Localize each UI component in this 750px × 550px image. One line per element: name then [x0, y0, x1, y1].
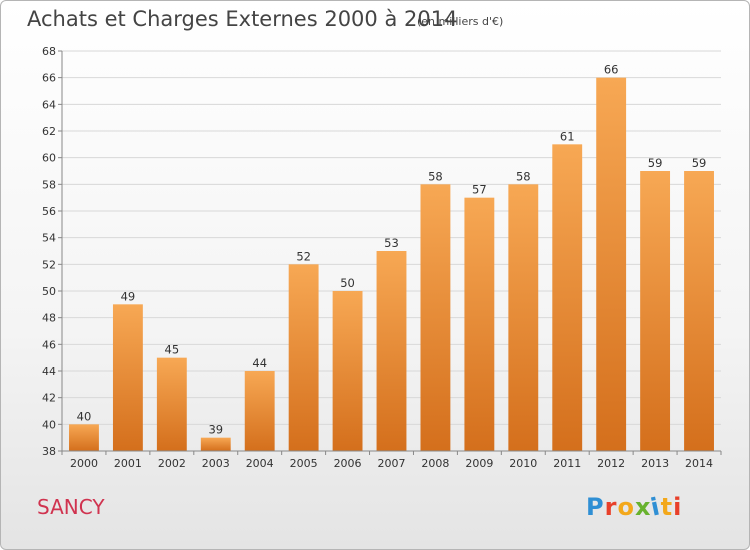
bar	[200, 437, 231, 451]
y-tick-label: 38	[42, 445, 56, 458]
y-tick-label: 68	[42, 45, 56, 58]
x-axis: 2000 2001 2002 2003 2004 2005 2006 2007 2008 2009…	[61, 450, 722, 470]
data-label: 57	[472, 183, 487, 197]
bar	[112, 304, 143, 451]
data-label: 44	[252, 356, 267, 370]
bar	[552, 144, 583, 452]
y-tick-label: 62	[42, 125, 56, 138]
bar	[596, 77, 627, 452]
x-tick-label: 2005	[290, 457, 318, 470]
bar	[640, 171, 671, 451]
chart-subtitle: (en milliers d'€)	[417, 15, 504, 28]
logo-letter: x	[634, 493, 652, 521]
data-label: 58	[428, 169, 443, 183]
data-label: 53	[384, 236, 399, 250]
bar	[464, 197, 495, 451]
bar	[508, 184, 539, 452]
y-tick-label: 44	[42, 365, 56, 378]
data-label: 39	[208, 423, 223, 437]
data-label: 61	[560, 129, 575, 143]
data-label: 66	[604, 63, 619, 77]
data-label: 52	[296, 249, 311, 263]
bar	[332, 291, 363, 451]
x-tick-label: 2000	[70, 457, 98, 470]
logo-letter: o	[617, 493, 635, 521]
x-tick-label: 2004	[246, 457, 274, 470]
x-tick-label: 2007	[378, 457, 406, 470]
x-tick-label: 2006	[334, 457, 362, 470]
logo-letter: i	[673, 493, 683, 521]
data-label: 50	[340, 276, 355, 290]
y-tick-label: 56	[42, 205, 56, 218]
x-tick-label: 2010	[509, 457, 537, 470]
y-axis: 38 40 42 44 46 48 50 52 54 56 58 60 62 64 66 68	[42, 45, 63, 458]
bar	[288, 264, 319, 451]
bars: 40 49 45 39 44 52 50 53 58 57 58 61 66 59 59	[69, 63, 714, 452]
y-tick-label: 50	[42, 285, 56, 298]
bar	[244, 371, 275, 451]
x-tick-label: 2008	[421, 457, 449, 470]
logo-letter: t	[660, 493, 674, 521]
x-tick-label: 2003	[202, 457, 230, 470]
y-tick-label: 52	[42, 258, 56, 271]
data-label: 40	[77, 409, 92, 423]
data-label: 58	[516, 169, 531, 183]
x-tick-label: 2009	[465, 457, 493, 470]
x-tick-label: 2013	[641, 457, 669, 470]
x-tick-label: 2014	[685, 457, 713, 470]
bar	[69, 424, 99, 451]
bar	[684, 171, 714, 451]
y-tick-label: 40	[42, 418, 56, 431]
bar	[156, 357, 187, 451]
data-label: 45	[165, 343, 180, 357]
x-tick-label: 2011	[553, 457, 581, 470]
x-tick-label: 2001	[114, 457, 142, 470]
commune-name: SANCY	[37, 495, 105, 519]
y-tick-label: 58	[42, 178, 56, 191]
y-tick-label: 60	[42, 152, 56, 165]
logo-letter: P	[586, 493, 605, 521]
data-label: 49	[121, 289, 136, 303]
y-tick-label: 64	[42, 98, 56, 111]
y-tick-label: 54	[42, 232, 56, 245]
bar	[376, 251, 407, 451]
bar	[420, 184, 451, 452]
x-tick-label: 2012	[597, 457, 625, 470]
y-tick-label: 46	[42, 338, 56, 351]
y-tick-label: 48	[42, 312, 56, 325]
data-label: 59	[648, 156, 663, 170]
y-tick-label: 66	[42, 72, 56, 85]
y-tick-label: 42	[42, 392, 56, 405]
chart-title: Achats et Charges Externes 2000 à 2014	[27, 7, 458, 31]
x-tick-label: 2002	[158, 457, 186, 470]
proxiti-logo[interactable]: Proxiti	[586, 492, 683, 521]
data-label: 59	[692, 156, 707, 170]
logo-letter: r	[604, 493, 618, 521]
